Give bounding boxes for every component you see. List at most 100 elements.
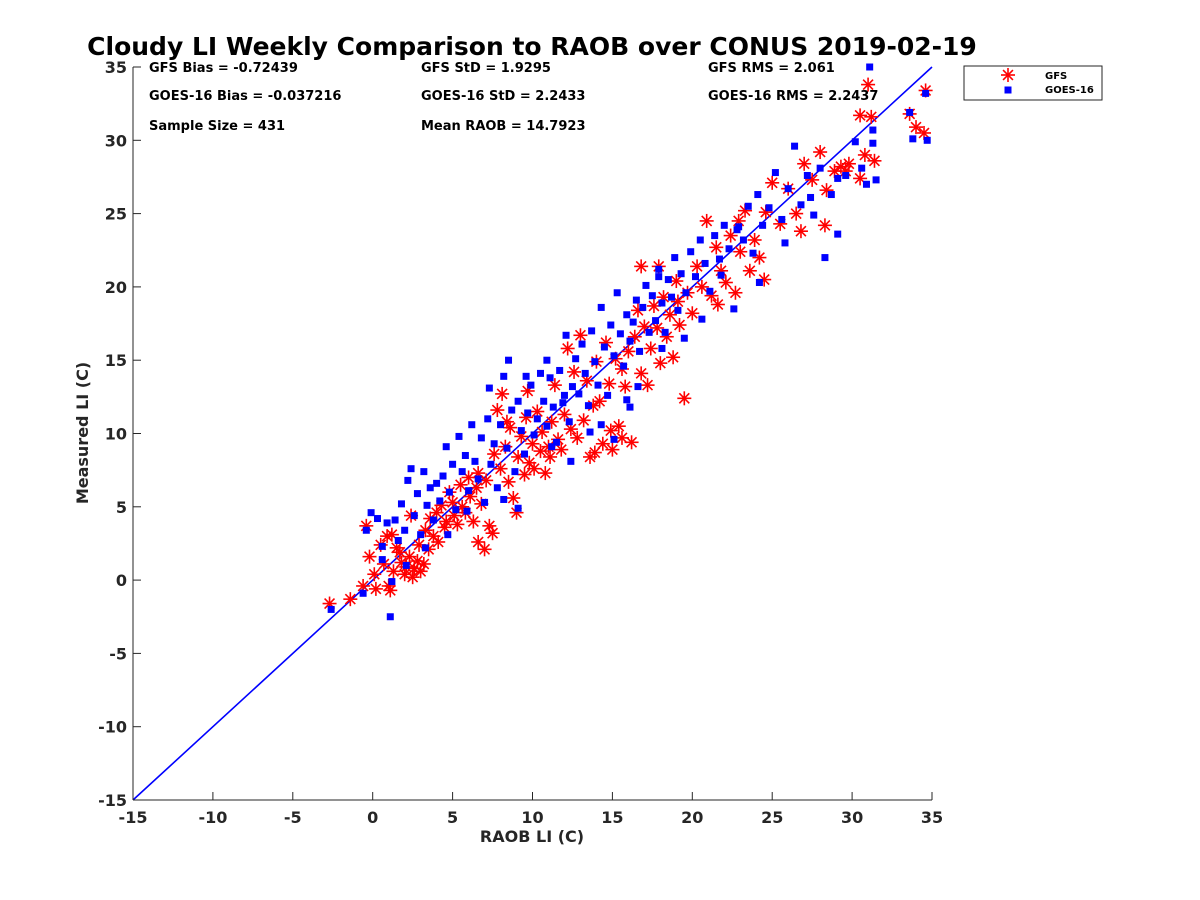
goes-16-point <box>821 254 829 262</box>
goes-16-point <box>565 418 573 426</box>
goes-16-point <box>463 507 471 515</box>
goes-16-point <box>465 487 473 495</box>
stat-gfs-rms: GFS RMS = 2.061 <box>708 61 835 76</box>
goes-16-point <box>658 344 666 352</box>
gfs-point <box>560 341 575 356</box>
gfs-point <box>567 364 582 379</box>
goes-16-point <box>661 328 669 336</box>
gfs-point <box>857 147 872 162</box>
goes-16-point <box>658 299 666 307</box>
goes-16-point <box>521 450 529 458</box>
goes-16-point <box>594 381 602 389</box>
goes-16-point <box>394 537 402 545</box>
goes-16-point <box>468 421 476 429</box>
goes-16-point <box>759 221 767 229</box>
gfs-point <box>699 213 714 228</box>
gfs-point <box>605 442 620 457</box>
goes-16-point <box>784 185 792 193</box>
gfs-point <box>793 224 808 239</box>
goes-16-point <box>810 211 818 219</box>
gfs-point <box>386 564 401 579</box>
gfs-point <box>576 413 591 428</box>
gfs-point <box>666 350 681 365</box>
goes-16-point <box>442 443 450 451</box>
goes-16-point <box>730 305 738 313</box>
x-tick-label: 15 <box>601 808 623 827</box>
goes-16-point <box>696 236 704 244</box>
gfs-point <box>543 449 558 464</box>
gfs-point <box>431 534 446 549</box>
goes-16-point <box>423 501 431 509</box>
goes-16-point <box>626 403 634 411</box>
gfs-point <box>554 442 569 457</box>
goes-16-point <box>420 468 428 476</box>
stats-annotations: GFS Bias = -0.72439 GFS StD = 1.9295 GFS… <box>149 61 878 134</box>
stat-goes-bias: GOES-16 Bias = -0.037216 <box>149 89 341 104</box>
axes: -15 -10 -5 0 5 10 15 20 25 30 35 -15 -10 -5 0 5 10 15 20 25… <box>98 58 943 827</box>
goes-16-point <box>778 215 786 223</box>
goes-16-point <box>461 451 469 459</box>
gfs-point <box>621 344 636 359</box>
y-tick-label: 0 <box>116 571 127 590</box>
goes-16-point <box>543 356 551 364</box>
gfs-point <box>819 183 834 198</box>
gfs-point <box>579 373 594 388</box>
x-tick-label: 0 <box>367 808 378 827</box>
goes-16-point <box>923 136 931 144</box>
goes-16-point <box>687 248 695 256</box>
stat-goes-std: GOES-16 StD = 2.2433 <box>421 89 585 104</box>
x-tick-label: 20 <box>681 808 703 827</box>
goes-16-point <box>404 476 412 484</box>
gfs-point <box>813 145 828 160</box>
gfs-point <box>742 263 757 278</box>
gfs-point <box>646 298 661 313</box>
goes-16-point <box>636 347 644 355</box>
goes-16-point <box>668 293 676 301</box>
goes-16-point <box>548 443 556 451</box>
goes-16-point <box>485 384 493 392</box>
goes-16-point <box>487 460 495 468</box>
gfs-point <box>789 206 804 221</box>
goes-16-point <box>677 270 685 278</box>
gfs-point <box>595 436 610 451</box>
goes-16-point <box>490 440 498 448</box>
goes-16-point <box>642 281 650 289</box>
goes-16-point <box>674 306 682 314</box>
stat-gfs-std: GFS StD = 1.9295 <box>421 61 551 76</box>
gfs-point <box>603 423 618 438</box>
goes-16-point <box>527 381 535 389</box>
goes-16-point <box>444 531 452 539</box>
legend-label-goes-16: GOES-16 <box>1045 85 1094 96</box>
goes-16-point <box>715 255 723 263</box>
goes-16-point <box>584 402 592 410</box>
goes-16-point <box>514 397 522 405</box>
goes-16-point <box>407 465 415 473</box>
gfs-point <box>517 467 532 482</box>
x-tick-label: -5 <box>284 808 302 827</box>
goes-16-point <box>436 497 444 505</box>
goes-16-point <box>452 506 460 514</box>
goes-16-point <box>556 366 564 374</box>
goes-16-point <box>383 519 391 527</box>
gfs-point <box>643 341 658 356</box>
goes-16-point <box>500 495 508 503</box>
goes-16-point <box>765 204 773 212</box>
goes-16-point <box>664 276 672 284</box>
goes-16-point <box>543 422 551 430</box>
x-axis-label: RAOB LI (C) <box>480 827 584 846</box>
goes-16-point <box>493 484 501 492</box>
gfs-point <box>677 391 692 406</box>
goes-16-point <box>645 328 653 336</box>
goes-16-point <box>373 515 381 523</box>
y-tick-label: -15 <box>98 791 127 810</box>
goes-16-point <box>413 490 421 498</box>
gfs-point <box>587 445 602 460</box>
gfs-point <box>634 366 649 381</box>
gfs-point <box>570 430 585 445</box>
goes-16-point <box>639 303 647 311</box>
goes-16-point <box>575 390 583 398</box>
goes-16-point <box>401 526 409 534</box>
legend-label-gfs: GFS <box>1045 71 1067 82</box>
goes-16-point <box>421 544 429 552</box>
goes-16-point <box>449 460 457 468</box>
